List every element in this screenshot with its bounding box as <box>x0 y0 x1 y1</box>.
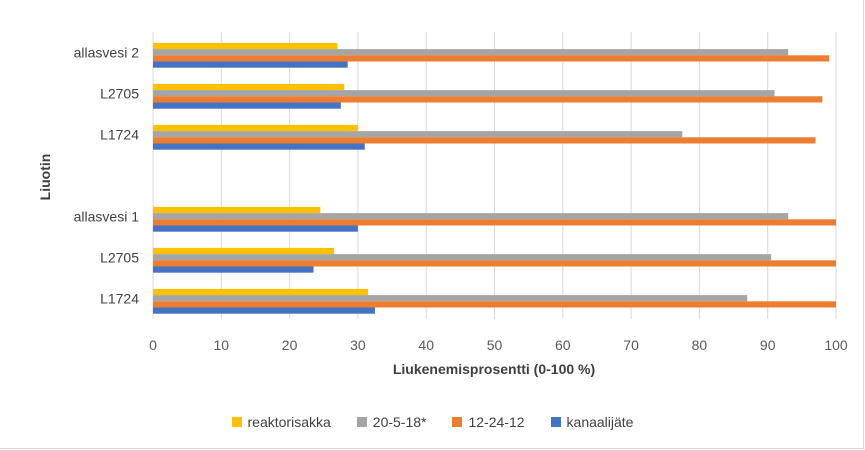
legend-label: reaktorisakka <box>247 414 331 430</box>
bar-2-1 <box>153 96 823 103</box>
bar-0-4 <box>153 206 321 214</box>
bar-1-4 <box>153 213 789 220</box>
bar-1-1 <box>153 90 775 97</box>
x-tick-label: 60 <box>555 337 571 353</box>
bar-0-2 <box>153 124 358 132</box>
legend-label: 20-5-18* <box>372 414 427 430</box>
category-label: L1724 <box>100 291 139 307</box>
bar-3-6 <box>153 307 375 314</box>
bar-3-5 <box>153 266 314 273</box>
bar-3-0 <box>153 61 348 68</box>
category-label: allasvesi 1 <box>74 209 140 225</box>
bars <box>153 42 836 314</box>
legend: reaktorisakka 20-5-18* 12-24-12 kanaalijäte <box>0 414 865 430</box>
bar-2-0 <box>153 55 830 62</box>
x-tick-label: 80 <box>692 337 708 353</box>
x-tick-label: 90 <box>760 337 776 353</box>
bar-0-0 <box>153 42 338 50</box>
bar-0-6 <box>153 288 369 296</box>
x-tick-label: 40 <box>418 337 434 353</box>
bar-3-2 <box>153 143 365 150</box>
category-label: L2705 <box>100 86 139 102</box>
legend-swatch <box>550 417 561 427</box>
bar-2-2 <box>153 137 816 144</box>
bar-3-4 <box>153 225 358 232</box>
bar-1-2 <box>153 131 683 138</box>
legend-label: 12-24-12 <box>468 414 525 430</box>
legend-item: reaktorisakka <box>231 414 331 430</box>
category-label: L2705 <box>100 250 139 266</box>
bar-2-6 <box>153 301 836 308</box>
legend-swatch <box>231 417 242 427</box>
bar-1-6 <box>153 295 748 302</box>
legend-swatch <box>356 417 367 427</box>
bar-chart: 0 10 20 30 40 50 60 70 80 90 100 allasvesi 2 L2705 L… <box>37 32 848 377</box>
bar-0-5 <box>153 247 334 255</box>
bar-1-0 <box>153 49 789 56</box>
bar-3-1 <box>153 102 341 109</box>
legend-item: 12-24-12 <box>452 414 525 430</box>
bar-1-5 <box>153 254 772 261</box>
x-tick-label: 30 <box>350 337 366 353</box>
bar-0-1 <box>153 83 345 91</box>
category-label: allasvesi 2 <box>74 45 140 61</box>
x-tick-label: 20 <box>282 337 298 353</box>
bar-2-5 <box>153 260 836 267</box>
legend-label: kanaalijäte <box>566 414 634 430</box>
legend-item: kanaalijäte <box>550 414 634 430</box>
x-tick-label: 10 <box>214 337 230 353</box>
gridlines <box>152 32 837 319</box>
x-axis-title: Liukenemisprosentti (0-100 %) <box>393 361 595 377</box>
bar-2-4 <box>153 219 836 226</box>
category-label: L1724 <box>100 127 139 143</box>
x-tick-label: 100 <box>824 337 848 353</box>
y-axis-title: Liuotin <box>37 154 53 201</box>
x-tick-label: 0 <box>149 337 157 353</box>
category-labels: allasvesi 2 L2705 L1724 allasvesi 1 L2705 L17… <box>74 45 140 307</box>
x-tick-labels: 0 10 20 30 40 50 60 70 80 90 100 <box>149 337 848 353</box>
legend-item: 20-5-18* <box>356 414 427 430</box>
x-tick-label: 50 <box>487 337 503 353</box>
legend-swatch <box>452 417 463 427</box>
x-tick-label: 70 <box>623 337 639 353</box>
